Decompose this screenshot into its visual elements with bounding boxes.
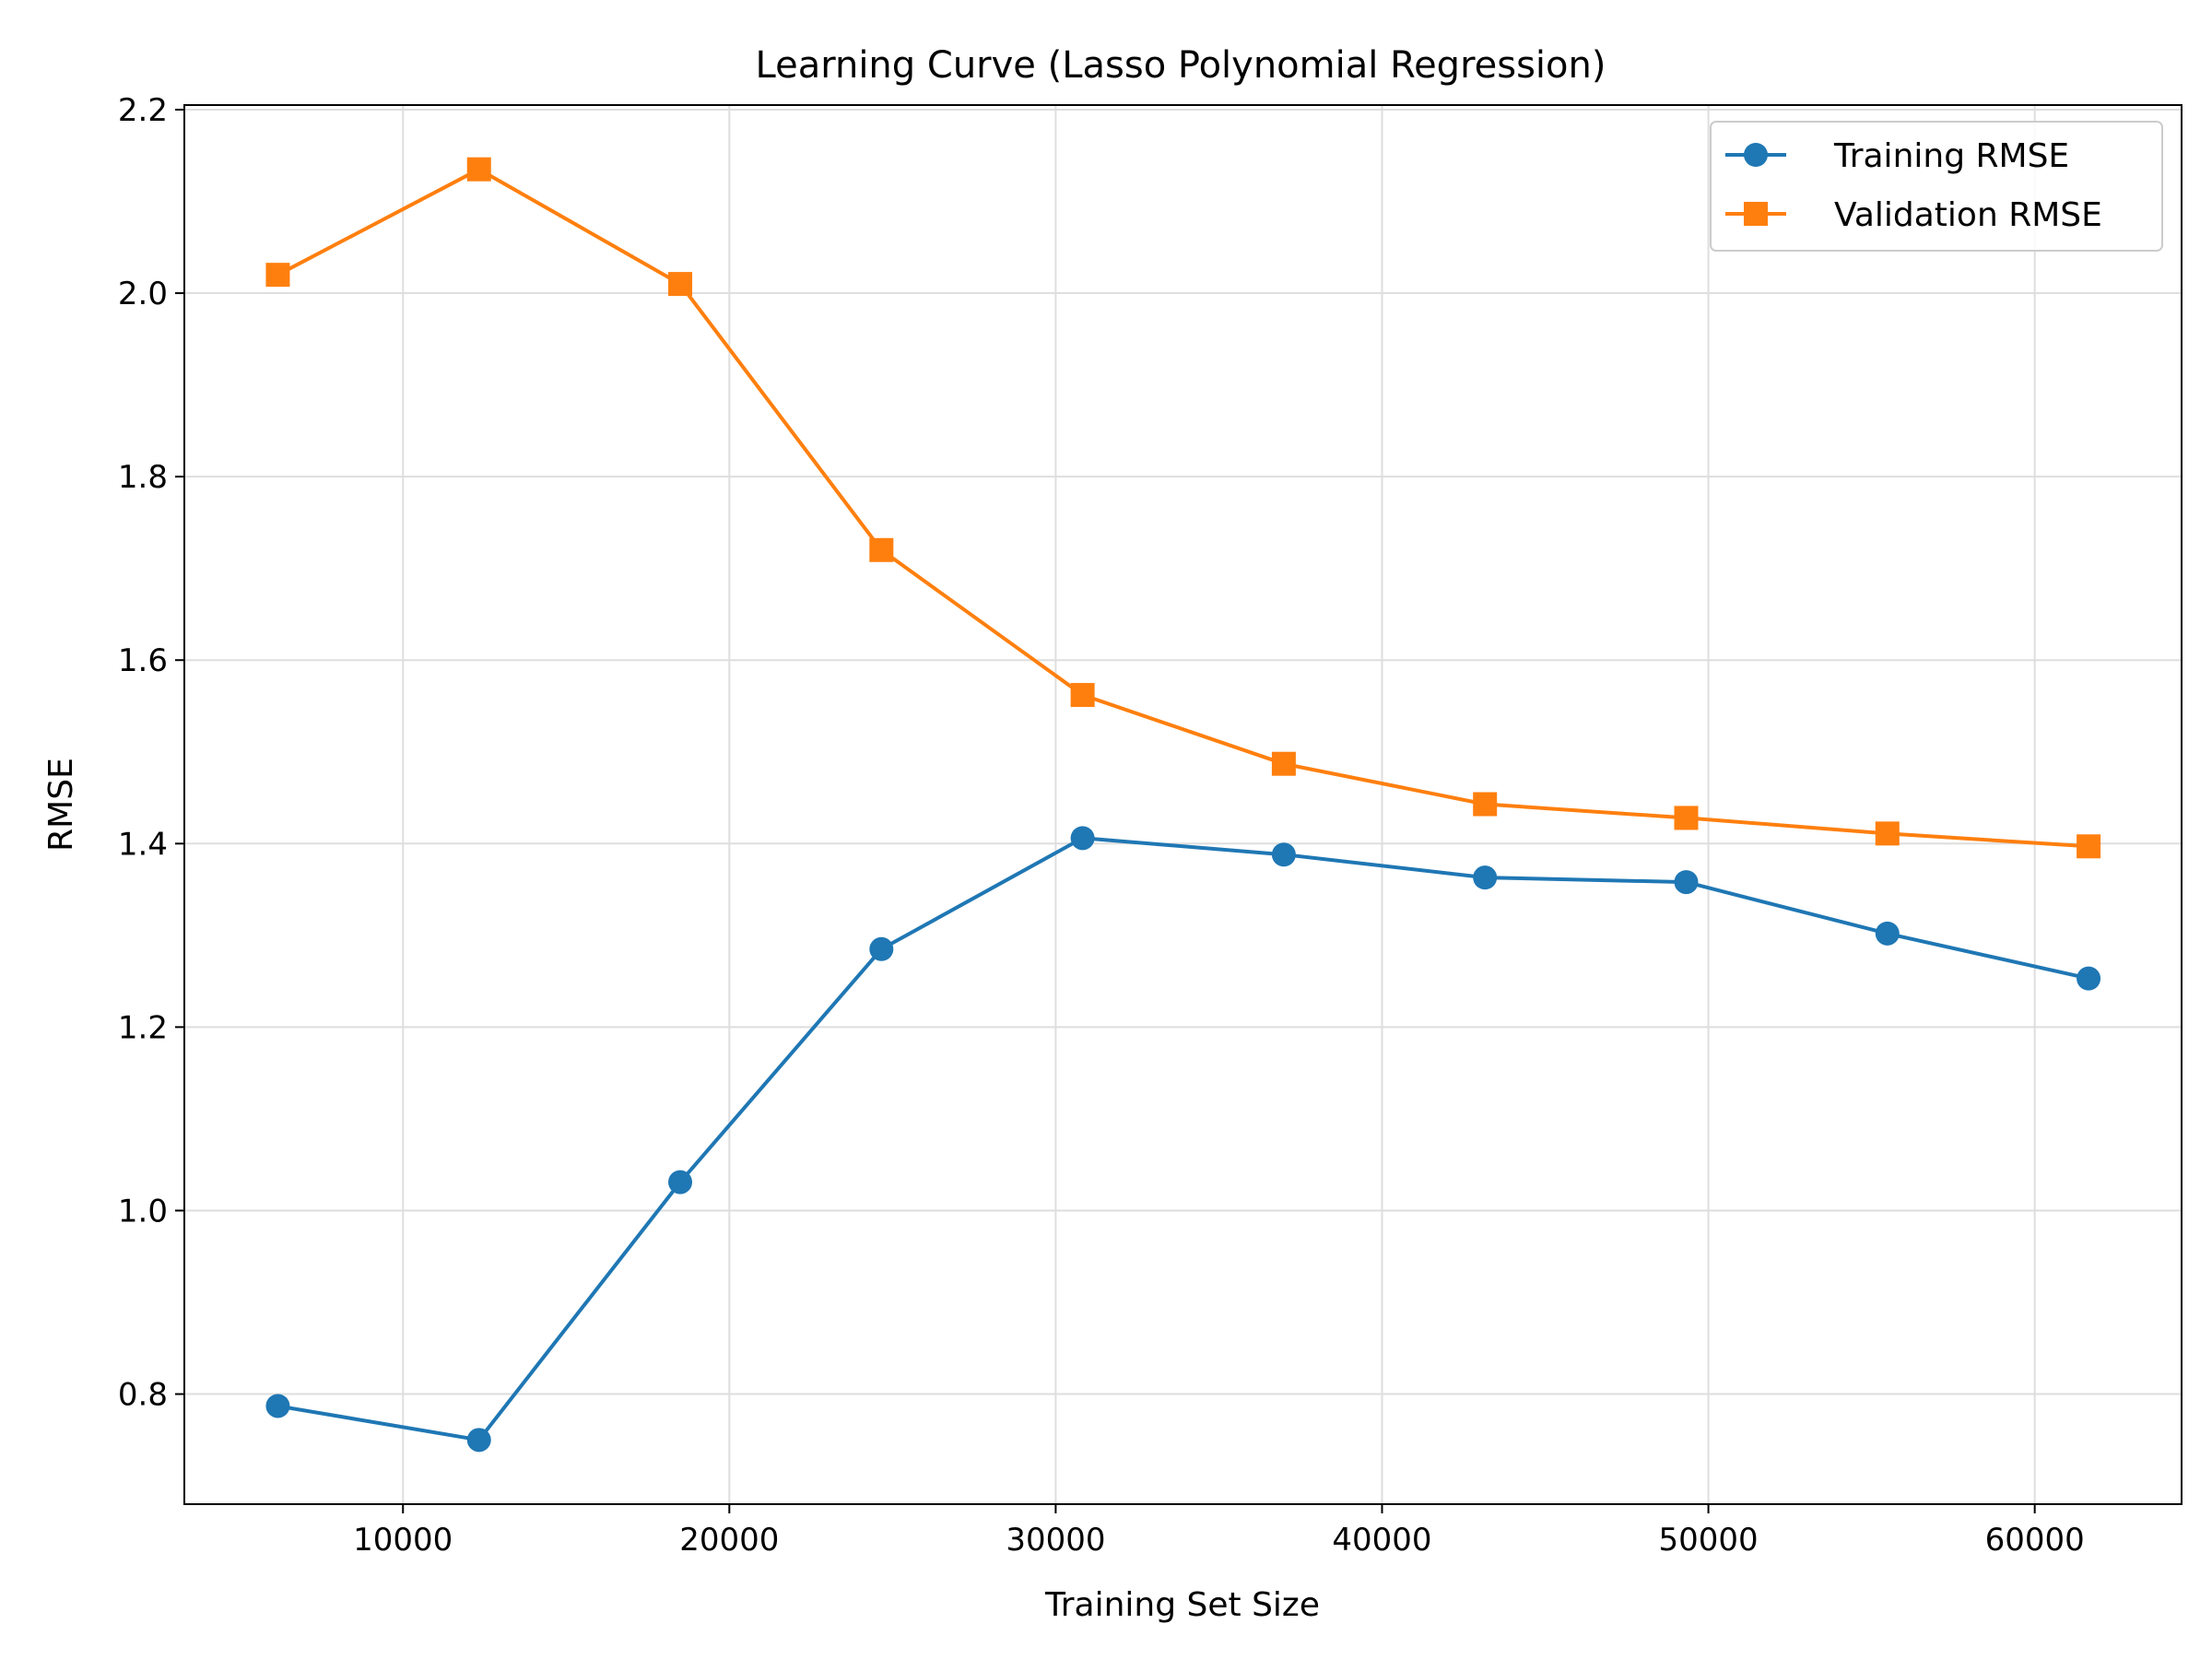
x-tick-label: 40000	[1332, 1522, 1431, 1559]
legend-item-validation-rmse: Validation RMSE	[1725, 196, 2102, 234]
y-tick-label: 0.8	[118, 1377, 168, 1414]
series-validation-rmse	[265, 157, 2101, 859]
data-point-training-rmse	[1674, 870, 1699, 895]
data-series	[265, 157, 2101, 1453]
legend-marker	[1744, 202, 1768, 226]
data-point-validation-rmse	[466, 157, 491, 182]
x-axis-label: Training Set Size	[1044, 1586, 1320, 1624]
data-point-training-rmse	[668, 1170, 693, 1194]
data-point-validation-rmse	[668, 272, 693, 297]
y-tick-label: 1.8	[118, 459, 168, 496]
legend-marker	[1744, 143, 1768, 167]
y-axis-ticks: 0.8 1.0 1.2 1.4 1.6 1.8 2.0 2.2	[118, 92, 184, 1414]
y-tick-label: 2.2	[118, 92, 168, 129]
data-point-training-rmse	[1271, 842, 1296, 867]
y-tick-label: 1.0	[118, 1193, 168, 1230]
y-tick-label: 1.6	[118, 642, 168, 679]
chart-title: Learning Curve (Lasso Polynomial Regress…	[756, 44, 1606, 87]
x-axis-ticks: 10000 20000 30000 40000 50000 60000	[353, 1504, 2085, 1559]
data-point-training-rmse	[1070, 826, 1095, 851]
legend: Training RMSE Validation RMSE	[1710, 121, 2163, 252]
data-point-training-rmse	[869, 936, 894, 961]
data-point-validation-rmse	[1674, 806, 1699, 830]
data-point-validation-rmse	[2077, 834, 2101, 859]
series-training-rmse	[265, 826, 2101, 1453]
x-tick-label: 60000	[1985, 1522, 2085, 1559]
legend-box	[1710, 121, 2163, 252]
y-tick-label: 1.2	[118, 1009, 168, 1046]
data-point-validation-rmse	[1473, 792, 1498, 817]
x-tick-label: 50000	[1658, 1522, 1758, 1559]
series-line-validation-rmse	[276, 167, 2089, 849]
data-point-validation-rmse	[1271, 751, 1296, 776]
data-point-validation-rmse	[265, 263, 290, 288]
series-line-training-rmse	[277, 836, 2089, 1442]
data-point-training-rmse	[466, 1428, 491, 1453]
data-point-training-rmse	[1875, 921, 1900, 946]
x-tick-label: 30000	[1006, 1522, 1105, 1559]
legend-label: Validation RMSE	[1834, 196, 2102, 234]
legend-item-training-rmse: Training RMSE	[1725, 137, 2069, 175]
data-point-training-rmse	[265, 1394, 290, 1418]
data-point-training-rmse	[1473, 865, 1498, 890]
y-tick-label: 1.4	[118, 826, 168, 863]
y-tick-label: 2.0	[118, 276, 168, 312]
data-point-validation-rmse	[869, 537, 894, 562]
data-point-validation-rmse	[1875, 821, 1900, 846]
plot-area-frame	[183, 104, 2183, 1505]
y-axis-label: RMSE	[42, 758, 80, 852]
x-tick-label: 10000	[353, 1522, 453, 1559]
x-tick-label: 20000	[679, 1522, 779, 1559]
legend-label: Training RMSE	[1833, 137, 2069, 175]
gridlines	[184, 105, 2182, 1504]
data-point-training-rmse	[2077, 966, 2101, 991]
data-point-validation-rmse	[1070, 683, 1095, 708]
